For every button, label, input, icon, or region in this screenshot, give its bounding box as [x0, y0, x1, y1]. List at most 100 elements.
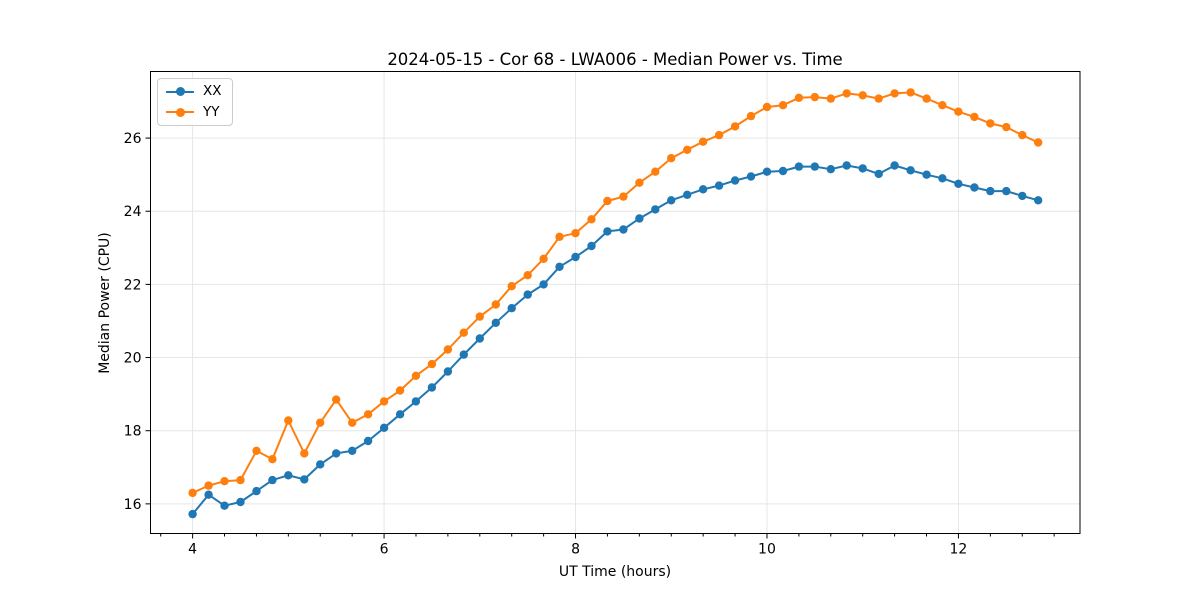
- series-XX-point: [300, 475, 309, 484]
- series-YY-point: [555, 232, 564, 241]
- legend-item-yy: YY: [166, 103, 222, 120]
- series-XX-point: [587, 241, 596, 251]
- series-XX-point: [348, 446, 357, 455]
- series-XX-point: [651, 205, 660, 214]
- series-YY-point: [603, 196, 612, 206]
- series-XX-point: [810, 162, 819, 171]
- series-YY-point: [316, 418, 325, 427]
- series-YY-point: [730, 122, 740, 131]
- series-XX-point: [986, 186, 995, 196]
- series-XX-point: [443, 367, 453, 376]
- series-XX-point: [1034, 196, 1043, 205]
- series-YY-point: [523, 271, 532, 280]
- legend-marker-xx: [166, 87, 194, 97]
- series-YY-point: [714, 130, 724, 140]
- y-tick-label: 18: [124, 424, 142, 440]
- series-YY-point: [332, 395, 341, 404]
- series-YY-point: [954, 107, 963, 116]
- series-XX-point: [922, 170, 931, 179]
- series-XX-point: [906, 166, 915, 175]
- series-YY-point: [411, 371, 421, 380]
- series-XX-point: [619, 225, 628, 234]
- series-YY-point: [698, 137, 708, 146]
- series-XX-point: [379, 423, 389, 432]
- series-XX-point: [204, 490, 213, 499]
- series-YY-point: [204, 481, 213, 490]
- legend-marker-yy: [166, 107, 194, 117]
- series-XX-point: [874, 169, 883, 179]
- series-YY-point: [986, 119, 995, 128]
- series-YY-point: [667, 154, 676, 163]
- series-XX-point: [1002, 186, 1011, 196]
- series-YY-point: [906, 88, 915, 97]
- series-XX-point: [491, 318, 500, 327]
- series-XX-point: [698, 185, 708, 194]
- series-YY-point: [220, 477, 229, 486]
- legend-item-xx: XX: [166, 84, 222, 99]
- legend: XX YY: [157, 78, 233, 126]
- series-YY-point: [491, 300, 500, 309]
- series-YY-point: [363, 410, 373, 419]
- series-XX-point: [970, 183, 979, 192]
- series-XX-point: [363, 436, 373, 446]
- series-XX-point: [268, 475, 277, 485]
- series-XX-point: [252, 486, 261, 496]
- series-YY-point: [507, 282, 516, 291]
- series-XX-point: [683, 190, 692, 199]
- series-XX-point: [667, 196, 676, 205]
- series-XX-point: [220, 501, 229, 510]
- series-YY-point: [268, 455, 277, 464]
- series-XX-point: [603, 227, 612, 236]
- series-XX-point: [316, 460, 325, 469]
- series-YY-point: [858, 91, 867, 100]
- series-YY-point: [348, 418, 357, 427]
- series-XX-point: [778, 166, 788, 176]
- series-YY-point: [188, 488, 197, 498]
- series-YY-point: [778, 101, 788, 110]
- series-YY-point: [746, 111, 756, 121]
- y-tick-label: 26: [124, 131, 142, 147]
- series-YY-point: [443, 345, 453, 354]
- series-XX-point: [523, 290, 532, 299]
- series-YY-point: [922, 94, 931, 103]
- series-YY-point: [379, 397, 389, 406]
- series-XX-point: [555, 262, 564, 271]
- axes-spine: [150, 71, 1081, 534]
- series-YY-point: [762, 102, 772, 112]
- series-YY-point: [794, 93, 804, 103]
- series-XX-point: [571, 252, 580, 262]
- series-YY-point: [459, 328, 468, 337]
- series-XX-point: [332, 449, 341, 458]
- x-tick-label: 12: [950, 542, 968, 558]
- series-XX-point: [284, 471, 293, 480]
- series-XX-point: [890, 161, 899, 170]
- series-XX-point: [236, 497, 245, 507]
- x-tick-label: 10: [758, 542, 776, 558]
- series-XX-point: [746, 172, 756, 181]
- series-XX-point: [411, 397, 421, 406]
- series-XX-point: [475, 334, 484, 343]
- series-YY-point: [236, 475, 245, 485]
- series-YY-point: [683, 145, 692, 154]
- series-XX-point: [842, 161, 851, 170]
- series-XX-point: [794, 162, 804, 171]
- series-XX-point: [762, 167, 772, 176]
- series-YY-point: [651, 167, 660, 176]
- series-YY-point: [810, 92, 819, 102]
- series-YY-point: [826, 94, 835, 103]
- series-XX-point: [427, 383, 437, 392]
- series-YY-line: [191, 91, 1040, 494]
- series-XX-point: [459, 350, 468, 359]
- legend-label-yy: YY: [203, 103, 220, 120]
- series-YY-point: [571, 229, 580, 238]
- series-YY-point: [587, 215, 596, 224]
- x-tick-label: 4: [188, 542, 197, 558]
- series-YY-point: [284, 416, 293, 425]
- series-YY-point: [890, 89, 899, 98]
- x-tick-label: 8: [571, 542, 580, 558]
- series-XX-point: [635, 214, 644, 223]
- series-XX-point: [858, 164, 867, 173]
- series-XX-point: [1018, 191, 1027, 201]
- series-XX-point: [507, 304, 516, 313]
